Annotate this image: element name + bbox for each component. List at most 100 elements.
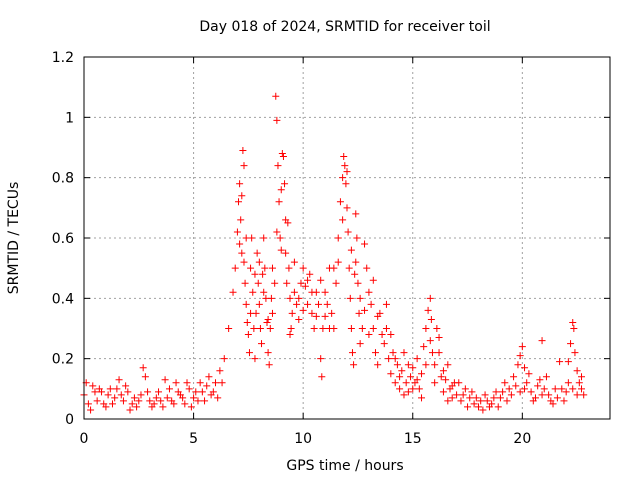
data-point <box>192 388 200 396</box>
data-point <box>361 306 369 314</box>
y-tick-label: 1 <box>65 110 74 126</box>
data-point <box>516 352 524 360</box>
data-point <box>328 309 336 317</box>
data-point <box>286 331 294 339</box>
data-point <box>356 294 364 302</box>
data-point <box>358 325 366 332</box>
data-point <box>371 349 379 357</box>
data-point <box>260 234 268 242</box>
data-point <box>165 385 173 393</box>
data-point <box>287 325 295 332</box>
data-point <box>479 406 487 414</box>
data-point <box>374 312 382 320</box>
data-point <box>496 394 504 402</box>
data-point <box>321 288 329 296</box>
data-point <box>117 391 125 399</box>
data-point <box>499 388 507 396</box>
data-point <box>348 349 356 357</box>
data-point <box>387 331 395 339</box>
data-point <box>190 394 198 402</box>
data-point <box>340 153 348 161</box>
data-point <box>407 373 415 381</box>
data-point <box>95 385 103 393</box>
data-point <box>415 385 423 393</box>
data-point <box>347 246 355 254</box>
data-point <box>172 379 180 387</box>
data-point <box>523 379 531 387</box>
data-point <box>567 340 575 348</box>
y-tick-label: 0 <box>65 412 74 428</box>
data-point <box>380 340 388 348</box>
data-point <box>236 180 244 188</box>
data-point <box>218 379 226 387</box>
data-point <box>277 246 285 254</box>
x-tick-label: 10 <box>294 431 312 447</box>
data-point <box>312 312 320 320</box>
data-point <box>135 397 143 405</box>
data-point <box>448 394 456 402</box>
data-point <box>245 349 253 357</box>
data-points <box>80 92 588 414</box>
data-point <box>174 388 182 396</box>
data-point <box>146 397 154 405</box>
data-point <box>225 325 233 332</box>
data-point <box>124 388 132 396</box>
data-point <box>273 228 281 236</box>
data-point <box>547 397 555 405</box>
data-point <box>352 210 360 218</box>
data-point <box>444 397 452 405</box>
data-point <box>391 355 399 363</box>
data-point <box>304 276 312 284</box>
data-point <box>152 394 160 402</box>
data-point <box>444 361 452 369</box>
data-point <box>84 400 92 408</box>
data-point <box>317 355 325 363</box>
data-point <box>334 234 342 242</box>
data-point <box>571 349 579 357</box>
data-point <box>144 388 152 396</box>
data-point <box>271 279 279 287</box>
data-point <box>556 358 564 366</box>
data-point <box>196 379 204 387</box>
data-point <box>490 394 498 402</box>
data-point <box>418 370 426 378</box>
x-tick-label: 0 <box>80 431 89 447</box>
data-point <box>306 270 314 278</box>
data-point <box>268 309 276 317</box>
data-point <box>264 349 272 357</box>
data-point <box>494 403 502 411</box>
data-point <box>404 388 412 396</box>
data-point <box>389 349 397 357</box>
data-point <box>264 315 272 323</box>
data-point <box>538 337 546 345</box>
data-point <box>503 397 511 405</box>
data-point <box>241 279 249 287</box>
data-point <box>229 288 237 296</box>
data-point <box>558 385 566 393</box>
data-point <box>483 397 491 405</box>
data-point <box>343 204 351 212</box>
x-tick-label: 5 <box>189 431 198 447</box>
data-point <box>510 373 518 381</box>
data-point <box>466 394 474 402</box>
data-point <box>126 406 134 414</box>
data-point <box>428 349 436 357</box>
data-point <box>201 397 209 405</box>
data-point <box>194 397 202 405</box>
data-point <box>100 400 108 408</box>
data-point <box>332 279 340 287</box>
data-point <box>570 325 578 332</box>
data-point <box>330 264 338 272</box>
data-point <box>243 318 251 326</box>
data-point <box>89 382 97 390</box>
data-point <box>122 382 130 390</box>
data-point <box>470 400 478 408</box>
data-point <box>106 385 114 393</box>
data-point <box>427 315 435 323</box>
data-point <box>361 240 369 248</box>
data-point <box>346 294 354 302</box>
data-point <box>325 325 333 332</box>
data-point <box>277 186 285 194</box>
data-point <box>260 288 268 296</box>
data-point <box>282 249 290 257</box>
